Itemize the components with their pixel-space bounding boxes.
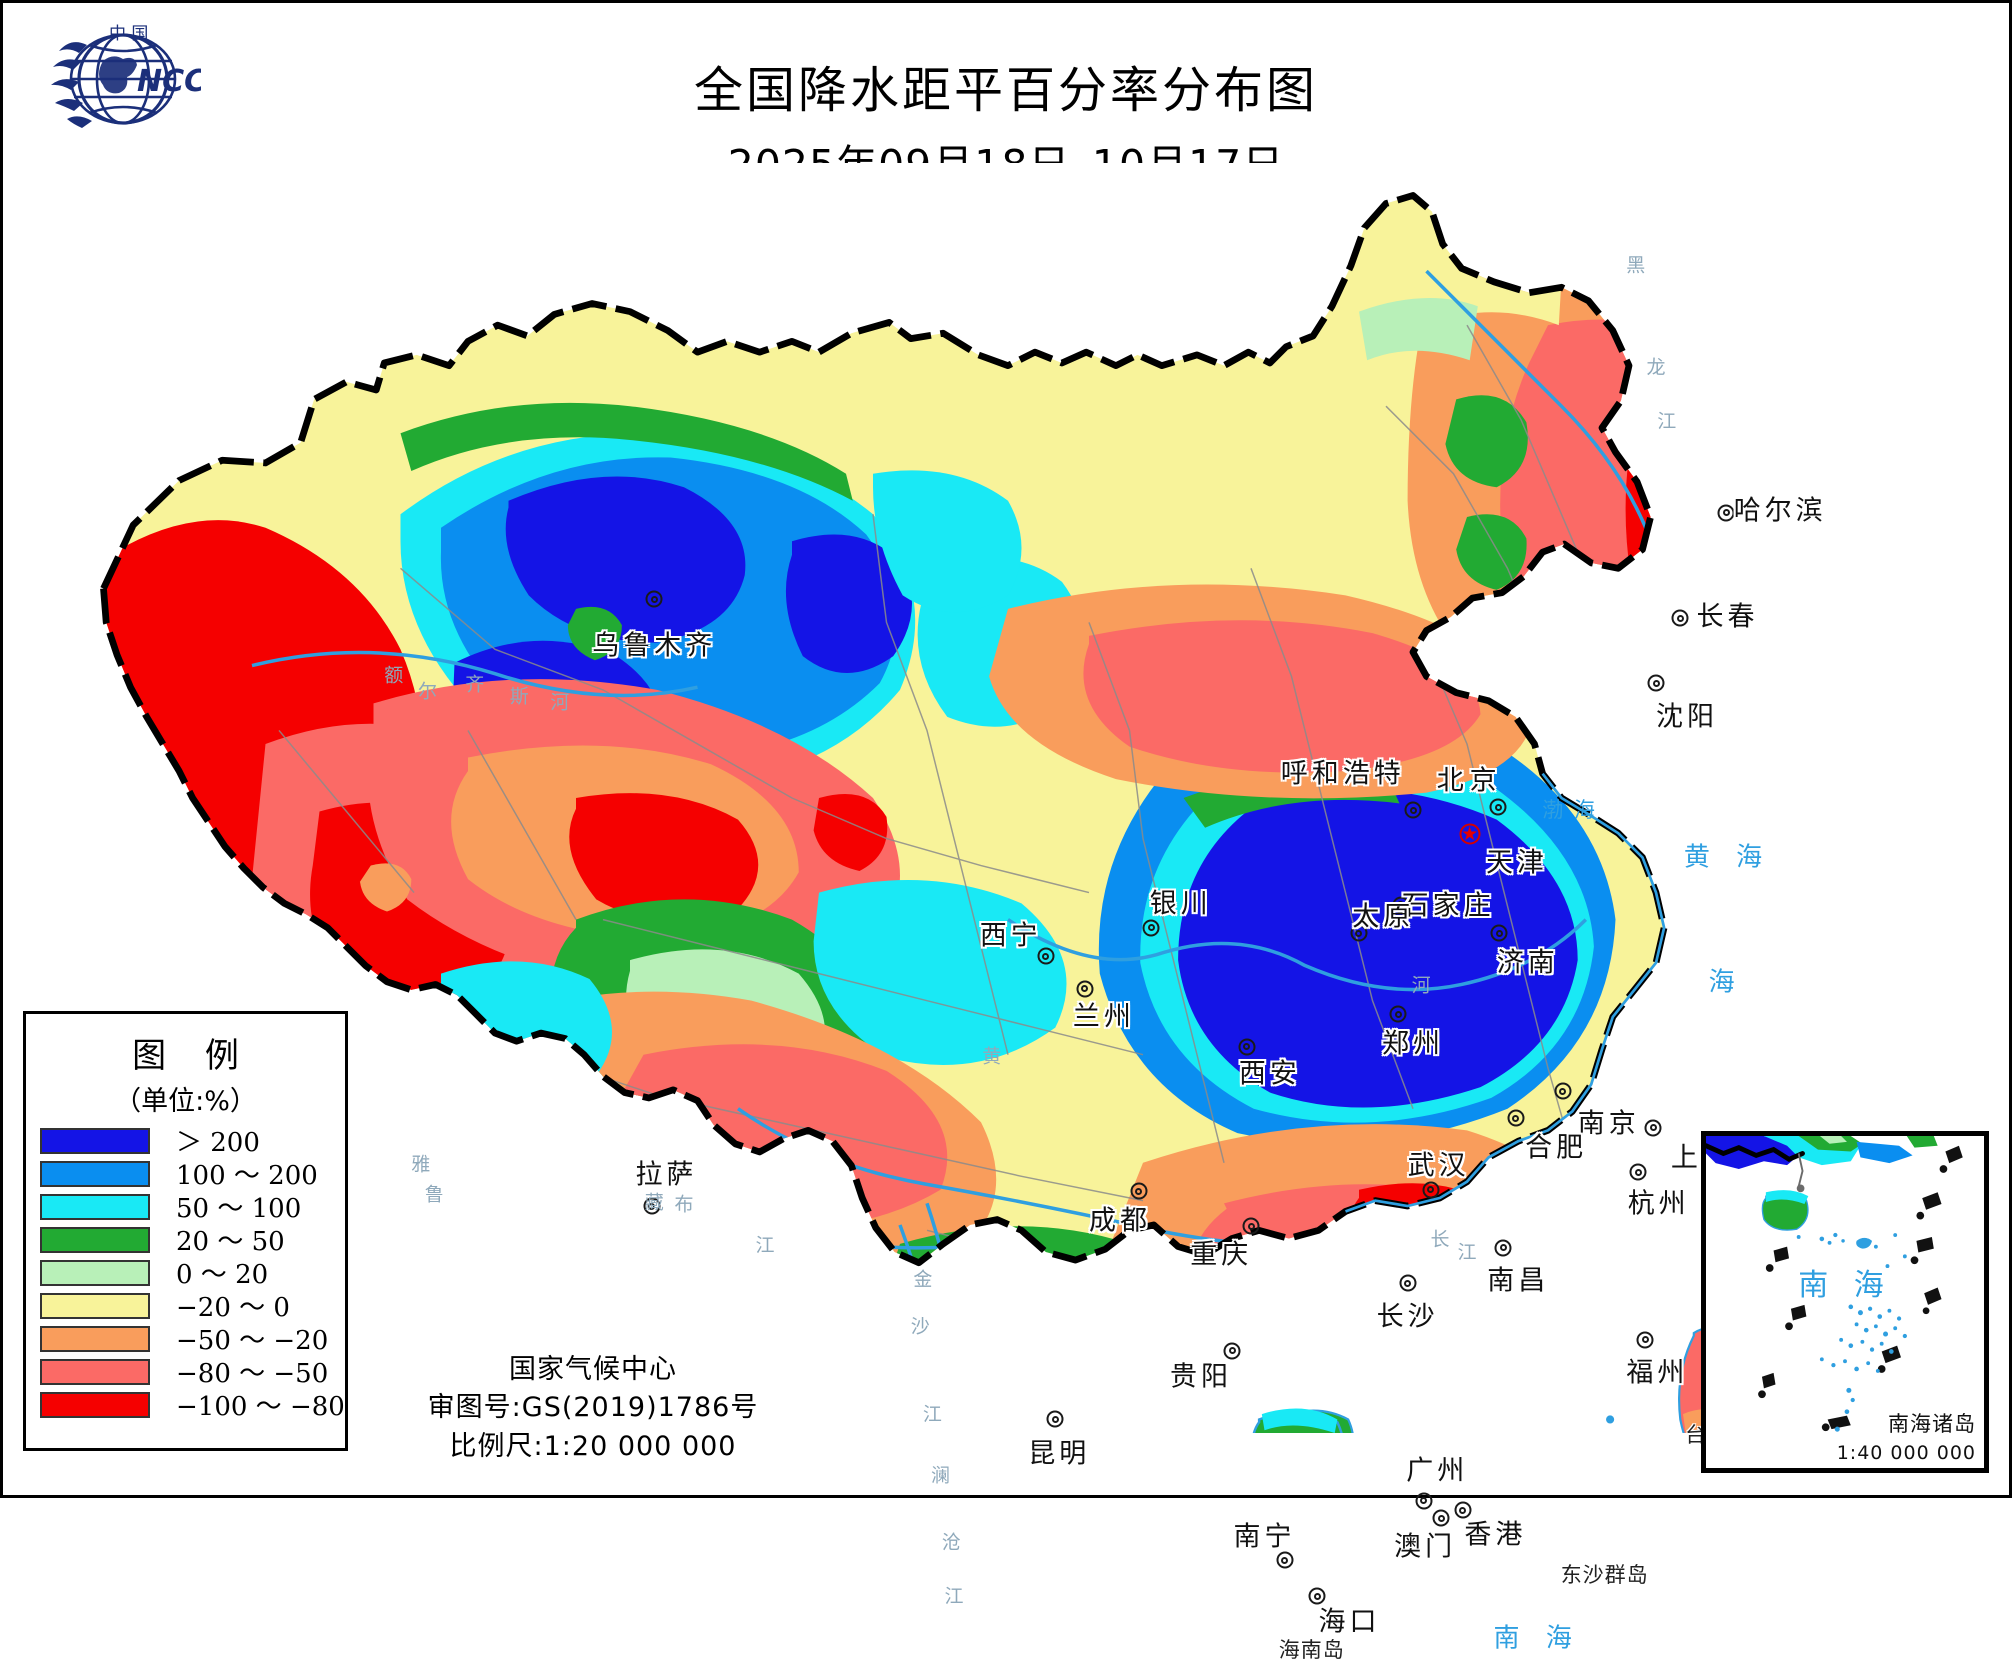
legend-row: −20 ～ 0: [26, 1289, 345, 1323]
city-marker: [1392, 896, 1410, 914]
legend-row: −50 ～ −20: [26, 1322, 345, 1356]
city-marker: [1404, 801, 1422, 819]
city-marker: [1422, 1181, 1440, 1199]
city-marker: [1671, 609, 1689, 627]
city-marker: [1037, 947, 1055, 965]
river-label: 江: [944, 1585, 964, 1608]
city-label: 南宁: [1234, 1515, 1296, 1554]
city-marker: [1454, 1501, 1472, 1519]
legend-swatch: [40, 1193, 150, 1220]
city-marker: [1350, 924, 1368, 942]
city-marker: [1308, 1587, 1326, 1605]
precipitation-anomaly-map: 乌鲁木齐呼和浩特北京天津哈尔滨长春沈阳石家庄太原济南银川西宁兰州郑州西安南京合肥…: [63, 163, 1953, 1662]
legend-label: ＞ 200: [176, 1128, 260, 1158]
logo-text-en: NCC: [137, 64, 201, 99]
legend-label: −20 ～ 0: [176, 1293, 290, 1323]
city-marker: [1223, 1342, 1241, 1360]
city-marker: [1717, 504, 1735, 522]
city-marker: [1554, 1082, 1572, 1100]
city-marker: [1432, 1509, 1450, 1527]
river-label: 澜: [930, 1464, 951, 1487]
logo-text-cn: 中 国: [109, 24, 148, 44]
legend-row: −80 ～ −50: [26, 1355, 345, 1389]
inset-scale: 1:40 000 000: [1836, 1442, 1976, 1464]
city-marker: [1242, 1217, 1260, 1235]
attribution-block: 国家气候中心 审图号:GS(2019)1786号 比例尺:1:20 000 00…: [383, 1351, 803, 1466]
city-label: 广州: [1406, 1449, 1468, 1488]
city-label: 香港: [1464, 1512, 1526, 1551]
legend-swatch: [40, 1226, 150, 1253]
island-label: 海南岛: [1278, 1638, 1345, 1663]
city-marker: [1076, 980, 1094, 997]
legend-title: 图 例: [132, 1036, 253, 1076]
city-label-text: 南宁: [1233, 1521, 1296, 1553]
city-marker: [1389, 1005, 1407, 1023]
inset-caption: 南海诸岛: [1888, 1412, 1976, 1436]
city-label: 澳门: [1394, 1524, 1456, 1563]
city-marker: [1494, 1239, 1512, 1257]
legend-label: −50 ～ −20: [176, 1326, 329, 1356]
legend-label: 100 ～ 200: [176, 1161, 318, 1191]
city-label-text: 昆明: [1028, 1438, 1091, 1470]
sea-label: 南 海: [1493, 1623, 1581, 1654]
legend-label: 0 ～ 20: [176, 1260, 269, 1290]
city-marker: [645, 590, 663, 608]
city-label-text: 澳门: [1394, 1531, 1457, 1563]
legend-swatch: [40, 1160, 150, 1187]
city-marker: [1142, 919, 1160, 937]
legend-label: −80 ～ −50: [176, 1359, 329, 1389]
legend-swatch: [40, 1391, 150, 1418]
legend-swatch: [40, 1358, 150, 1385]
city-marker: [1507, 1109, 1525, 1127]
legend-rows: ＞ 200 100 ～ 200 50 ～ 100 20 ～ 50 0 ～ 20 −20 ～…: [26, 1124, 345, 1422]
legend-panel: 图 例 （单位:%） ＞ 200 100 ～ 200 50 ～ 100 20 ～ 50…: [23, 1011, 348, 1451]
city-label-text: 广州: [1406, 1455, 1469, 1487]
city-marker: [1644, 1119, 1662, 1137]
legend-unit: （单位:%）: [114, 1086, 257, 1117]
city-marker: [1415, 1492, 1433, 1510]
legend-row: ＞ 200: [26, 1124, 345, 1158]
legend-row: 20 ～ 50: [26, 1223, 345, 1257]
city-marker: [1636, 1331, 1654, 1349]
legend-swatch: [40, 1127, 150, 1154]
city-label-text: 海口: [1318, 1606, 1381, 1638]
city-marker: [1046, 1410, 1064, 1428]
china-ncc-logo: 中 国 NCC: [41, 17, 206, 137]
city-marker: [1489, 798, 1507, 816]
legend-swatch: [40, 1292, 150, 1319]
river-label: 沧: [941, 1531, 961, 1554]
legend-swatch: [40, 1325, 150, 1352]
city-marker: [1490, 924, 1508, 942]
city-marker: [1276, 1551, 1294, 1569]
legend-label: 50 ～ 100: [176, 1194, 302, 1224]
legend-row: 50 ～ 100: [26, 1190, 345, 1224]
city-marker: [643, 1197, 661, 1215]
map-page: 中 国 NCC 全国降水距平百分率分布图 2025年09月18日–10月17日: [0, 0, 2012, 1498]
city-label-text: 香港: [1464, 1519, 1527, 1551]
city-marker: [1459, 823, 1481, 845]
legend-label: 20 ～ 50: [176, 1227, 285, 1257]
city-marker: [1629, 1163, 1647, 1181]
city-label: 昆明: [1028, 1431, 1090, 1470]
agency-name: 国家气候中心: [509, 1354, 677, 1385]
city-marker: [1399, 1274, 1417, 1292]
legend-row: −100 ～ −80: [26, 1388, 345, 1422]
map-scale: 比例尺:1:20 000 000: [449, 1430, 737, 1462]
island-label: 东沙群岛: [1560, 1562, 1649, 1587]
legend-row: 0 ～ 20: [26, 1256, 345, 1290]
south-china-sea-inset: 南 海 南海诸岛 1:40 000 000: [1701, 1131, 1989, 1473]
city-label: 海口: [1319, 1600, 1381, 1639]
legend-label: −100 ～ −80: [176, 1392, 345, 1422]
legend-swatch: [40, 1259, 150, 1286]
city-marker: [1238, 1038, 1256, 1056]
review-number: 审图号:GS(2019)1786号: [427, 1392, 759, 1424]
city-marker: [1130, 1182, 1148, 1200]
city-marker: [1647, 674, 1665, 692]
legend-row: 100 ～ 200: [26, 1157, 345, 1191]
inset-sea-label: 南 海: [1798, 1268, 1892, 1304]
page-title: 全国降水距平百分率分布图: [693, 62, 1318, 119]
